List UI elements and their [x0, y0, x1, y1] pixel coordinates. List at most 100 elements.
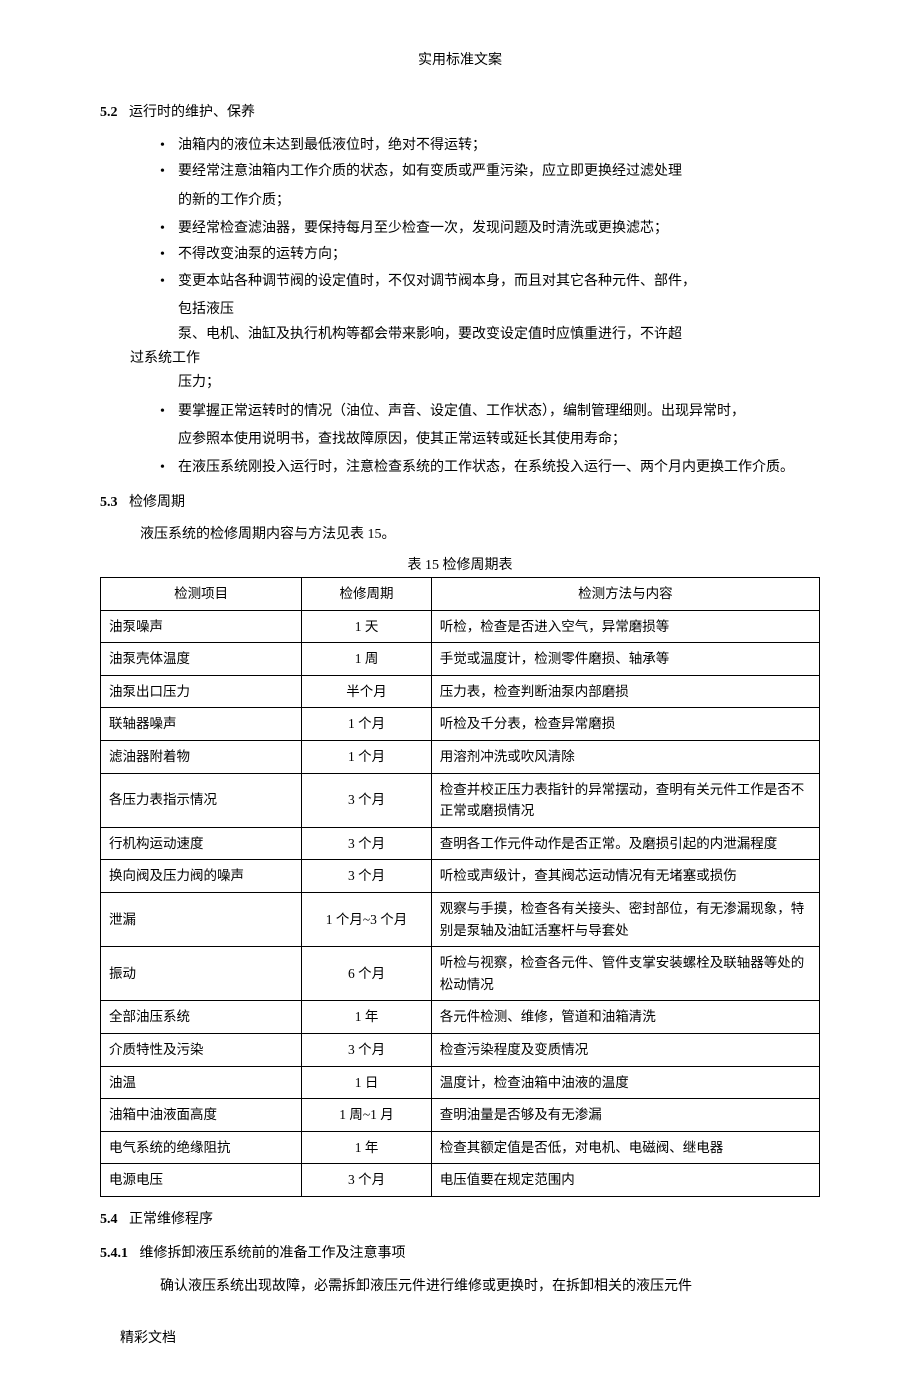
table-row: 全部油压系统1 年各元件检测、维修，管道和油箱清洗	[101, 1001, 820, 1034]
list-item: 要经常检查滤油器，要保持每月至少检查一次，发现问题及时清洗或更换滤芯；	[160, 218, 820, 240]
table-cell-period: 1 天	[302, 610, 431, 643]
table-cell-period: 3 个月	[302, 773, 431, 827]
table-cell-period: 3 个月	[302, 1164, 431, 1197]
table-cell-period: 6 个月	[302, 947, 431, 1001]
table-header-period: 检修周期	[302, 578, 431, 611]
table-cell-item: 电气系统的绝缘阻抗	[101, 1131, 302, 1164]
table-cell-period: 1 个月~3 个月	[302, 892, 431, 946]
table-row: 介质特性及污染3 个月检查污染程度及变质情况	[101, 1033, 820, 1066]
table-cell-item: 电源电压	[101, 1164, 302, 1197]
section-5-3-intro: 液压系统的检修周期内容与方法见表 15。	[140, 524, 820, 546]
table-cell-item: 介质特性及污染	[101, 1033, 302, 1066]
section-5-3-heading: 5.3 检修周期	[100, 492, 820, 514]
table-cell-period: 1 个月	[302, 708, 431, 741]
table-cell-item: 各压力表指示情况	[101, 773, 302, 827]
table-cell-method: 听检与视察，检查各元件、管件支掌安装螺栓及联轴器等处的松动情况	[431, 947, 819, 1001]
section-5-2-heading: 5.2 运行时的维护、保养	[100, 102, 820, 124]
table-cell-method: 听检及千分表，检查异常磨损	[431, 708, 819, 741]
list-item: 要掌握正常运转时的情况（油位、声音、设定值、工作状态），编制管理细则。出现异常时…	[160, 401, 820, 423]
table-row: 行机构运动速度3 个月查明各工作元件动作是否正常。及磨损引起的内泄漏程度	[101, 827, 820, 860]
section-5-2-bullets-cont3: 在液压系统刚投入运行时，注意检查系统的工作状态，在系统投入运行一、两个月内更换工…	[160, 457, 820, 479]
table-cell-item: 油泵出口压力	[101, 675, 302, 708]
list-subline: 泵、电机、油缸及执行机构等都会带来影响，要改变设定值时应慎重进行，不许超	[178, 324, 820, 346]
table-row: 滤油器附着物1 个月用溶剂冲洗或吹风清除	[101, 741, 820, 774]
page-footer: 精彩文档	[120, 1328, 820, 1350]
table-cell-method: 查明油量是否够及有无渗漏	[431, 1099, 819, 1132]
table-cell-method: 查明各工作元件动作是否正常。及磨损引起的内泄漏程度	[431, 827, 819, 860]
table-row: 电源电压3 个月电压值要在规定范围内	[101, 1164, 820, 1197]
table-row: 振动6 个月听检与视察，检查各元件、管件支掌安装螺栓及联轴器等处的松动情况	[101, 947, 820, 1001]
table-cell-period: 3 个月	[302, 827, 431, 860]
table-cell-period: 1 个月	[302, 741, 431, 774]
section-5-4-1-num: 5.4.1	[100, 1243, 128, 1265]
table-cell-method: 手觉或温度计，检测零件磨损、轴承等	[431, 643, 819, 676]
table-header-row: 检测项目 检修周期 检测方法与内容	[101, 578, 820, 611]
table-cell-method: 温度计，检查油箱中油液的温度	[431, 1066, 819, 1099]
table-row: 联轴器噪声1 个月听检及千分表，检查异常磨损	[101, 708, 820, 741]
table-body: 油泵噪声1 天听检，检查是否进入空气，异常磨损等油泵壳体温度1 周手觉或温度计，…	[101, 610, 820, 1196]
list-item: 在液压系统刚投入运行时，注意检查系统的工作状态，在系统投入运行一、两个月内更换工…	[160, 457, 820, 479]
list-subline: 应参照本使用说明书，查找故障原因，使其正常运转或延长其使用寿命；	[178, 429, 820, 451]
table-cell-item: 换向阀及压力阀的噪声	[101, 860, 302, 893]
table-row: 泄漏1 个月~3 个月观察与手摸，检查各有关接头、密封部位，有无渗漏现象，特别是…	[101, 892, 820, 946]
table-cell-method: 听检或声级计，查其阀芯运动情况有无堵塞或损伤	[431, 860, 819, 893]
table-cell-item: 振动	[101, 947, 302, 1001]
list-item: 不得改变油泵的运转方向；	[160, 244, 820, 266]
table-cell-period: 3 个月	[302, 860, 431, 893]
list-subline: 过系统工作	[130, 348, 820, 370]
table-cell-item: 联轴器噪声	[101, 708, 302, 741]
table-cell-item: 滤油器附着物	[101, 741, 302, 774]
section-5-4-1-title: 维修拆卸液压系统前的准备工作及注意事项	[140, 1246, 406, 1261]
table-row: 各压力表指示情况3 个月检查并校正压力表指针的异常摆动，查明有关元件工作是否不正…	[101, 773, 820, 827]
table-cell-period: 1 周~1 月	[302, 1099, 431, 1132]
table-row: 换向阀及压力阀的噪声3 个月听检或声级计，查其阀芯运动情况有无堵塞或损伤	[101, 860, 820, 893]
table-cell-period: 3 个月	[302, 1033, 431, 1066]
table-cell-item: 行机构运动速度	[101, 827, 302, 860]
table-row: 电气系统的绝缘阻抗1 年检查其额定值是否低，对电机、电磁阀、继电器	[101, 1131, 820, 1164]
table-row: 油泵壳体温度1 周手觉或温度计，检测零件磨损、轴承等	[101, 643, 820, 676]
table-cell-item: 油泵壳体温度	[101, 643, 302, 676]
table-cell-item: 泄漏	[101, 892, 302, 946]
section-5-4-1-heading: 5.4.1 维修拆卸液压系统前的准备工作及注意事项	[100, 1243, 820, 1265]
table-cell-period: 半个月	[302, 675, 431, 708]
list-item: 要经常注意油箱内工作介质的状态，如有变质或严重污染，应立即更换经过滤处理	[160, 161, 820, 183]
table-row: 油箱中油液面高度1 周~1 月查明油量是否够及有无渗漏	[101, 1099, 820, 1132]
table-cell-method: 各元件检测、维修，管道和油箱清洗	[431, 1001, 819, 1034]
list-item: 油箱内的液位未达到最低液位时，绝对不得运转；	[160, 135, 820, 157]
section-5-4-title: 正常维修程序	[129, 1212, 213, 1227]
table-cell-item: 油箱中油液面高度	[101, 1099, 302, 1132]
section-5-2-bullets-cont1: 要经常检查滤油器，要保持每月至少检查一次，发现问题及时清洗或更换滤芯； 不得改变…	[160, 218, 820, 293]
table-15-caption: 表 15 检修周期表	[100, 555, 820, 577]
section-5-4-num: 5.4	[100, 1209, 118, 1231]
table-row: 油温1 日温度计，检查油箱中油液的温度	[101, 1066, 820, 1099]
section-5-3-title: 检修周期	[129, 495, 185, 510]
table-cell-method: 观察与手摸，检查各有关接头、密封部位，有无渗漏现象，特别是泵轴及油缸活塞杆与导套…	[431, 892, 819, 946]
list-subline: 的新的工作介质；	[178, 190, 820, 212]
list-subline: 包括液压	[178, 299, 820, 321]
section-5-2-bullets-cont2: 要掌握正常运转时的情况（油位、声音、设定值、工作状态），编制管理细则。出现异常时…	[160, 401, 820, 423]
table-cell-item: 油温	[101, 1066, 302, 1099]
table-cell-method: 检查污染程度及变质情况	[431, 1033, 819, 1066]
list-item: 变更本站各种调节阀的设定值时，不仅对调节阀本身，而且对其它各种元件、部件，	[160, 271, 820, 293]
page-header-title: 实用标准文案	[100, 50, 820, 72]
table-cell-method: 压力表，检查判断油泵内部磨损	[431, 675, 819, 708]
section-5-2-bullets: 油箱内的液位未达到最低液位时，绝对不得运转； 要经常注意油箱内工作介质的状态，如…	[160, 135, 820, 184]
table-cell-method: 用溶剂冲洗或吹风清除	[431, 741, 819, 774]
table-cell-method: 听检，检查是否进入空气，异常磨损等	[431, 610, 819, 643]
section-5-4-1-body: 确认液压系统出现故障，必需拆卸液压元件进行维修或更换时，在拆卸相关的液压元件	[160, 1276, 820, 1298]
table-header-method: 检测方法与内容	[431, 578, 819, 611]
document-page: 实用标准文案 5.2 运行时的维护、保养 油箱内的液位未达到最低液位时，绝对不得…	[0, 0, 920, 1380]
list-subline: 压力；	[178, 372, 820, 394]
table-cell-item: 油泵噪声	[101, 610, 302, 643]
table-cell-item: 全部油压系统	[101, 1001, 302, 1034]
table-cell-period: 1 年	[302, 1001, 431, 1034]
inspection-cycle-table: 检测项目 检修周期 检测方法与内容 油泵噪声1 天听检，检查是否进入空气，异常磨…	[100, 577, 820, 1197]
table-cell-method: 电压值要在规定范围内	[431, 1164, 819, 1197]
section-5-4-heading: 5.4 正常维修程序	[100, 1209, 820, 1231]
section-5-2-num: 5.2	[100, 102, 118, 124]
section-5-2-title: 运行时的维护、保养	[129, 105, 255, 120]
table-cell-method: 检查其额定值是否低，对电机、电磁阀、继电器	[431, 1131, 819, 1164]
table-cell-period: 1 日	[302, 1066, 431, 1099]
section-5-3-num: 5.3	[100, 492, 118, 514]
table-cell-method: 检查并校正压力表指针的异常摆动，查明有关元件工作是否不正常或磨损情况	[431, 773, 819, 827]
